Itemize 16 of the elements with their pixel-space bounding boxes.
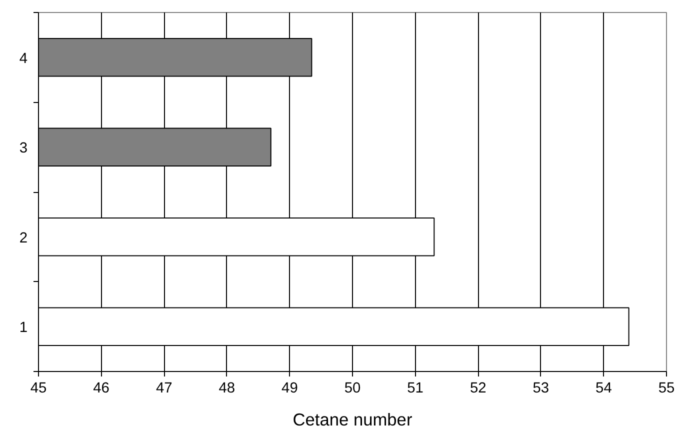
- x-tick-label: 49: [282, 380, 298, 396]
- x-tick-label: 52: [470, 380, 486, 396]
- x-tick-label: 51: [407, 380, 424, 396]
- x-tick-label: 55: [658, 380, 675, 396]
- y-tick-label: 3: [19, 140, 28, 157]
- y-tick-label: 4: [19, 50, 28, 67]
- x-tick-label: 46: [93, 380, 110, 396]
- y-tick-label: 2: [19, 230, 28, 246]
- x-tick-label: 50: [344, 380, 361, 396]
- x-tick-label: 45: [30, 380, 47, 396]
- x-tick-label: 53: [532, 380, 550, 396]
- x-axis-title: Cetane number: [292, 410, 412, 430]
- x-tick-label: 54: [596, 380, 612, 396]
- y-tick-label: 1: [19, 320, 28, 336]
- x-tick-label: 48: [218, 380, 236, 396]
- x-tick-label: 47: [156, 380, 172, 396]
